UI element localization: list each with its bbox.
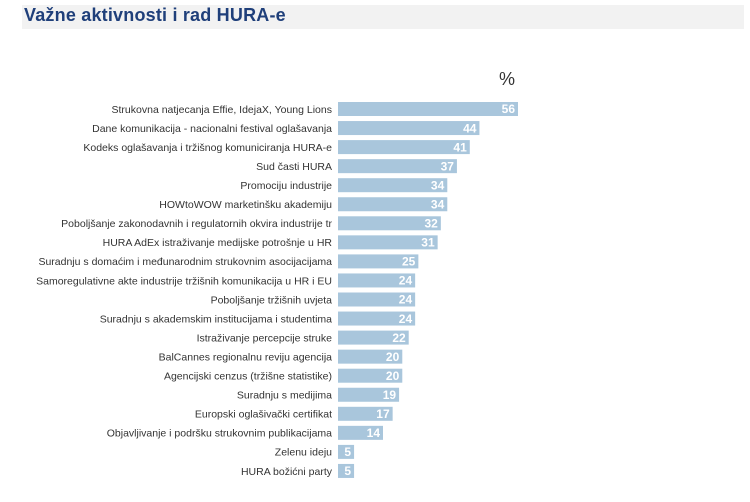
category-label: Zelenu ideju: [275, 447, 332, 459]
bar-value-label: 56: [502, 102, 516, 116]
category-label: Poboljšanje zakonodavnih i regulatornih …: [61, 218, 332, 230]
bar-value-label: 17: [376, 407, 390, 421]
bar: [338, 197, 448, 212]
category-label: Poboljšanje tržišnih uvjeta: [211, 294, 333, 306]
bar: [338, 273, 416, 288]
category-label: Suradnju s akademskim institucijama i st…: [100, 313, 332, 325]
bar-value-label: 41: [453, 140, 467, 154]
bar-value-label: 5: [344, 445, 351, 459]
category-label: Istraživanje percepcije struke: [197, 332, 333, 344]
bar-value-label: 24: [399, 274, 413, 288]
bar: [338, 311, 416, 326]
bar: [338, 349, 403, 364]
category-label: Samoregulativne akte industrije tržišnih…: [36, 275, 332, 287]
bar-value-label: 24: [399, 293, 413, 307]
bar: [338, 387, 400, 402]
bar-value-label: 22: [392, 331, 406, 345]
bar: [338, 292, 416, 307]
category-label: Strukovna natjecanja Effie, IdejaX, Youn…: [112, 104, 332, 116]
category-label: BalCannes regionalnu reviju agencija: [159, 351, 333, 363]
bar: [338, 140, 470, 155]
category-label: Kodeks oglašavanja i tržišnog komunicira…: [83, 142, 332, 154]
category-label: Europski oglašivački certifikat: [195, 409, 332, 421]
bar: [338, 425, 383, 440]
bar-value-label: 37: [441, 159, 455, 173]
bar-value-label: 24: [399, 312, 413, 326]
bar-value-label: 31: [421, 236, 435, 250]
category-label: Promociju industrije: [240, 180, 332, 192]
bar: [338, 102, 518, 116]
page-title: Važne aktivnosti i rad HURA-e: [24, 5, 286, 25]
category-label: Suradnju s medijima: [237, 390, 332, 402]
bar-value-label: 5: [344, 464, 351, 478]
bar: [338, 463, 355, 478]
category-label: Agencijski cenzus (tržišne statistike): [164, 371, 332, 383]
unit-label: %: [499, 69, 516, 89]
bar-value-label: 19: [383, 388, 397, 402]
bar: [338, 444, 355, 459]
category-label: Objavljivanje i podršku strukovnim publi…: [107, 428, 332, 440]
bar: [338, 159, 457, 174]
category-label: HURA AdEx istraživanje medijske potrošnj…: [103, 237, 333, 249]
bar: [338, 216, 441, 231]
bar: [338, 235, 438, 250]
bar-value-label: 20: [386, 369, 400, 383]
bar: [338, 254, 419, 269]
bar-value-label: 34: [431, 197, 445, 211]
category-label: HOWtoWOW marketinšku akademiju: [159, 199, 332, 211]
category-label: Dane komunikacija - nacionalni festival …: [92, 123, 332, 135]
bar-value-label: 44: [463, 121, 477, 135]
bar-value-label: 32: [424, 217, 438, 231]
bar: [338, 368, 403, 383]
bar: [338, 330, 409, 345]
category-label: HURA božićni party: [241, 466, 333, 478]
category-label: Sud časti HURA: [256, 161, 332, 173]
bar-value-label: 25: [402, 255, 416, 269]
bar: [338, 121, 480, 136]
bar-value-label: 34: [431, 178, 445, 192]
bar: [338, 406, 393, 421]
bar-value-label: 14: [367, 426, 381, 440]
title-band: [22, 5, 744, 29]
category-label: Suradnju s domaćim i međunarodnim struko…: [38, 256, 332, 268]
bar: [338, 178, 448, 193]
bar-value-label: 20: [386, 350, 400, 364]
